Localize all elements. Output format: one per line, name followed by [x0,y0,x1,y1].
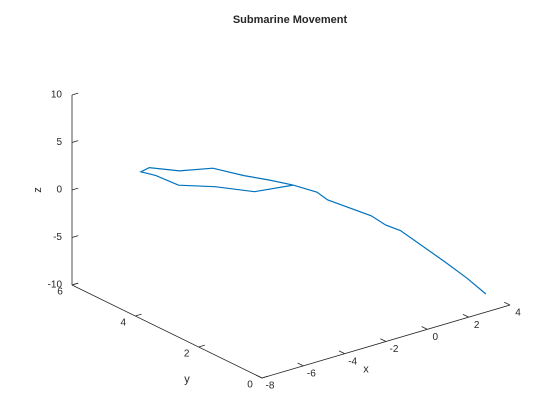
x-tick [338,350,345,355]
y-tick-label: 4 [121,318,127,329]
x-tick [504,301,511,306]
x-tick [421,326,428,330]
z-tick-label: 10 [51,90,63,101]
x-tick-label: -8 [266,381,275,392]
z-tick [71,140,79,143]
x-tick-label: 2 [474,320,480,331]
z-tick-label: -5 [53,232,62,243]
y-axis [71,284,263,379]
x-tick-label: 4 [515,308,521,319]
x-tick-label: -4 [348,356,357,367]
z-tick [71,282,79,286]
y-tick [135,313,142,317]
y-tick-label: 6 [57,287,63,298]
x-axis-label: x [363,363,369,375]
x-tick-label: -2 [390,344,399,355]
z-tick-label: 0 [56,185,62,196]
y-tick-label: 0 [247,380,253,391]
x-tick-label: -6 [307,368,316,379]
z-tick-label: -10 [48,280,63,291]
x-tick [462,314,469,318]
y-tick [261,375,269,379]
y-tick-label: 2 [184,349,190,360]
y-axis-label: y [184,373,190,385]
z-tick [71,92,79,96]
x-tick [380,338,387,342]
z-axis-label: z [32,187,44,193]
x-tick [297,362,304,367]
x-tick-label: 0 [433,332,439,343]
z-tick [71,235,79,238]
trajectory-line [139,166,487,295]
x-tick [256,374,263,379]
z-tick [71,187,79,191]
z-tick-label: 5 [56,137,62,148]
chart-title: Submarine Movement [233,14,348,26]
y-tick [198,344,205,348]
